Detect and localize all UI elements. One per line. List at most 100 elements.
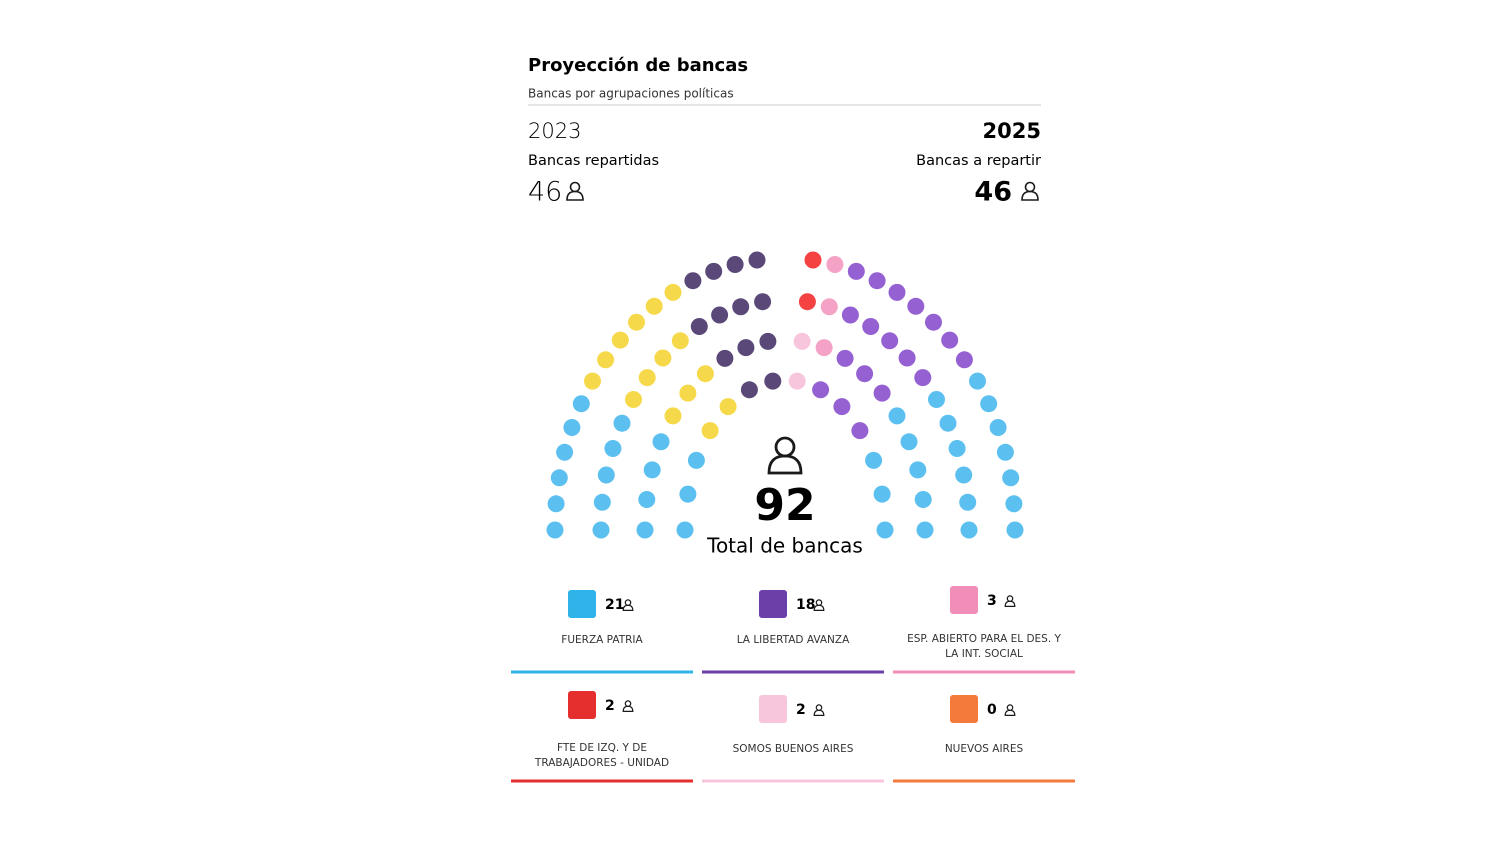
left-year: 2023 — [528, 119, 581, 143]
seat — [898, 349, 916, 367]
party-bar — [893, 670, 1075, 674]
seat — [948, 440, 966, 457]
seat — [563, 419, 581, 436]
seat — [671, 332, 689, 350]
seat — [652, 433, 670, 451]
person-icon — [813, 704, 825, 717]
seat — [611, 331, 629, 349]
seat — [914, 491, 932, 508]
seat — [719, 398, 737, 416]
seat — [556, 443, 574, 461]
seat — [826, 256, 844, 273]
right-label: Bancas a repartir — [916, 153, 1041, 169]
person-icon — [1004, 704, 1016, 717]
seat — [959, 493, 977, 511]
right-year: 2025 — [983, 119, 1041, 143]
party-logo — [950, 695, 978, 723]
icon-head — [774, 436, 796, 458]
seat — [664, 283, 682, 301]
seat — [862, 318, 880, 335]
seat — [636, 521, 654, 539]
seat — [856, 365, 874, 383]
seat — [759, 332, 777, 350]
icon-head — [569, 181, 581, 193]
party-bar — [702, 670, 884, 674]
seat — [833, 398, 851, 416]
party-bar — [893, 779, 1075, 783]
party-logo — [950, 586, 978, 614]
seat — [732, 298, 750, 316]
seat — [679, 384, 697, 402]
seat — [679, 485, 697, 503]
seat — [696, 365, 714, 383]
seat — [604, 440, 622, 457]
seat — [1005, 495, 1023, 513]
party-name: LA LIBERTAD AVANZA — [736, 634, 850, 646]
seat — [597, 351, 615, 369]
party-logo — [759, 590, 787, 618]
seat — [687, 451, 705, 469]
seat — [941, 331, 959, 349]
party-seats: 2 — [605, 698, 615, 714]
icon-head — [624, 599, 632, 606]
seat — [989, 419, 1007, 436]
seat — [593, 493, 611, 511]
left-value: 46 — [528, 177, 562, 208]
icon-body — [1004, 600, 1016, 608]
party-seats: 3 — [987, 593, 997, 609]
seat — [881, 332, 899, 350]
party-name: SOMOS BUENOS AIRES — [732, 743, 854, 755]
seat — [873, 485, 891, 503]
seat — [550, 469, 568, 487]
icon-body — [1021, 190, 1039, 201]
person-icon — [566, 181, 584, 201]
seat — [740, 381, 758, 399]
person-icon — [622, 599, 634, 612]
seat — [841, 306, 859, 324]
seat — [900, 433, 918, 451]
icon-body — [622, 705, 634, 713]
party-logo — [759, 695, 787, 723]
seat — [980, 395, 998, 413]
icon-head — [815, 599, 823, 606]
person-icon — [1021, 181, 1039, 201]
seat — [690, 318, 708, 335]
seat — [907, 297, 925, 315]
icon-body — [813, 604, 825, 612]
left-label: Bancas repartidas — [528, 153, 659, 169]
seat — [701, 422, 719, 440]
party-bar — [702, 779, 884, 783]
party-name: FUERZA PATRIA — [561, 634, 643, 646]
party-name: NUEVOS AIRES — [944, 743, 1024, 755]
seat — [873, 384, 891, 402]
icon-head — [815, 704, 823, 711]
party-logo — [568, 590, 596, 618]
icon-body — [1004, 709, 1016, 717]
seat — [1006, 521, 1024, 539]
seat — [836, 349, 854, 367]
icon-head — [1006, 595, 1014, 602]
total-label: Total de bancas — [706, 534, 863, 558]
seat — [572, 395, 590, 413]
party-seats: 2 — [796, 702, 806, 718]
seat — [820, 298, 838, 316]
seat — [815, 339, 833, 357]
party-name: FTE DE IZQ. Y DE TRABAJADORES - UNIDAD — [534, 742, 670, 769]
seat — [955, 466, 973, 484]
seat — [737, 339, 755, 357]
person-icon — [622, 700, 634, 713]
icon-body — [622, 604, 634, 612]
seat — [925, 313, 942, 331]
seat — [955, 351, 973, 369]
seat — [804, 251, 822, 269]
total-value: 92 — [754, 480, 815, 531]
seat — [645, 297, 663, 315]
seat — [625, 391, 642, 408]
seat — [888, 407, 906, 425]
seat — [868, 272, 886, 290]
icon-head — [1024, 181, 1036, 193]
seat — [684, 272, 702, 290]
seat — [584, 372, 601, 390]
party-bar — [511, 779, 693, 783]
